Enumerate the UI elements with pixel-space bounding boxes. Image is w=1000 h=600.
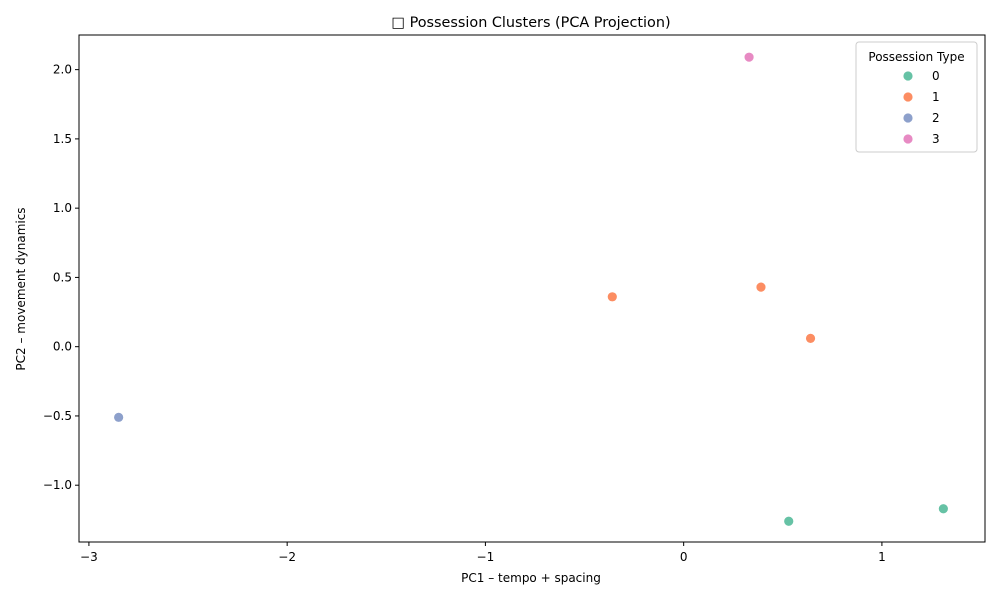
plot-frame: [78, 34, 986, 543]
legend-entry-label: 2: [932, 111, 940, 125]
legend: Possession Type 0 1 2 3: [855, 41, 978, 153]
plot-area: [78, 34, 986, 543]
legend-entry-label: 3: [932, 132, 940, 146]
data-point-series-0: [937, 503, 949, 515]
x-tick-label: −1: [477, 550, 495, 564]
y-tick-label: 2.0: [53, 63, 72, 77]
legend-title: Possession Type: [868, 50, 964, 64]
legend-entry-label: 0: [932, 69, 940, 83]
chart-title: □ Possession Clusters (PCA Projection): [391, 15, 670, 31]
y-axis-label: PC2 – movement dynamics: [14, 207, 28, 370]
y-tick-label: 1.0: [53, 201, 72, 215]
data-point-series-1: [606, 291, 618, 303]
data-point-series-1: [805, 332, 816, 344]
x-axis-label: PC1 – tempo + spacing: [461, 571, 601, 585]
legend-marker: [902, 112, 914, 124]
x-tick-label: 0: [680, 550, 688, 564]
y-axis: −1.0 −0.5 0.0 0.5 1.0 1.5 2.0: [43, 63, 79, 492]
legend-entry-label: 1: [932, 90, 940, 104]
data-point-series-1: [755, 281, 767, 293]
data-points: [113, 51, 949, 527]
legend-marker: [902, 70, 914, 82]
x-tick-label: 1: [878, 550, 886, 564]
data-point-series-2: [113, 411, 125, 423]
y-tick-label: 0.0: [53, 340, 72, 354]
data-point-series-3: [743, 51, 755, 63]
y-tick-label: −1.0: [43, 478, 72, 492]
legend-marker: [902, 133, 914, 145]
legend-box: [855, 41, 978, 153]
y-tick-label: 0.5: [53, 270, 72, 284]
x-tick-label: −3: [80, 550, 98, 564]
legend-marker: [902, 91, 914, 103]
data-point-series-0: [783, 515, 795, 527]
x-axis: −3 −2 −1 0 1: [80, 542, 886, 564]
y-tick-label: 1.5: [53, 132, 72, 146]
y-tick-label: −0.5: [43, 409, 72, 423]
x-tick-label: −2: [278, 550, 296, 564]
